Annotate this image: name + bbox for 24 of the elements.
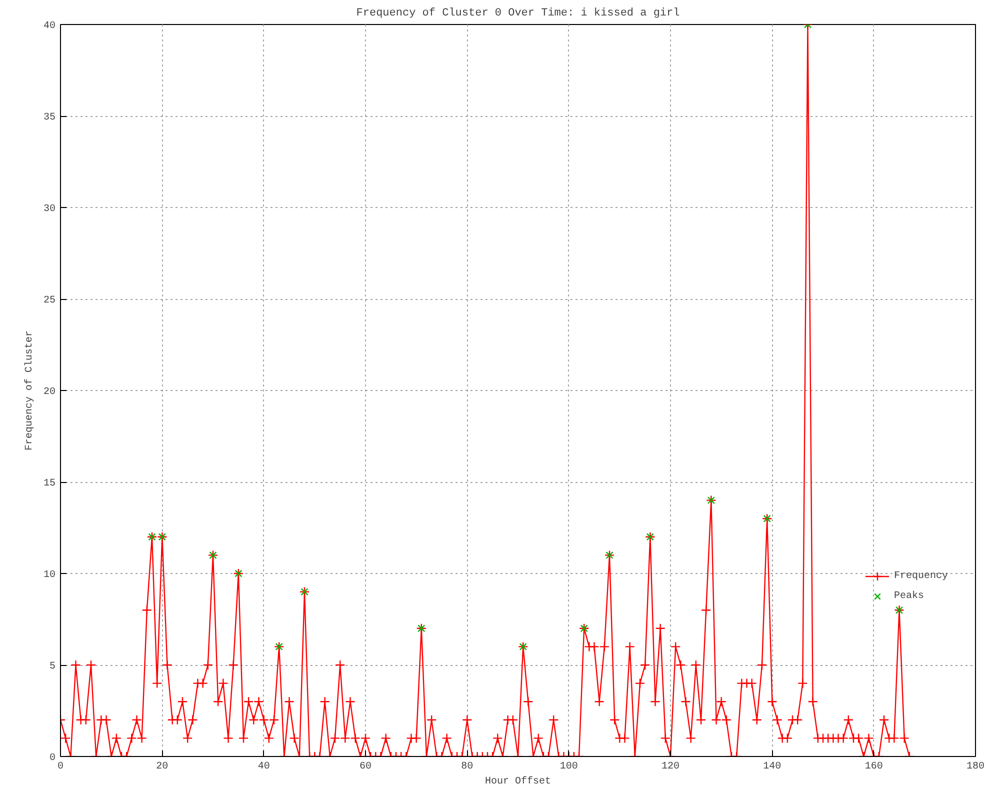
x-axis-title: Hour Offset bbox=[484, 776, 552, 788]
legend-label: Peaks bbox=[894, 590, 924, 602]
y-tick-label: 0 bbox=[50, 753, 56, 764]
y-tick-label: 15 bbox=[44, 478, 56, 490]
x-tick-label: 160 bbox=[864, 762, 883, 772]
x-tick-label: 20 bbox=[156, 762, 168, 772]
chart-title: Frequency of Cluster 0 Over Time: i kissed a girl bbox=[356, 8, 680, 20]
x-tick-label: 140 bbox=[763, 762, 782, 772]
legend-label: Frequency bbox=[894, 570, 948, 582]
y-tick-label: 10 bbox=[44, 570, 56, 581]
x-tick-label: 60 bbox=[360, 762, 372, 772]
x-tick-label: 40 bbox=[258, 762, 270, 772]
y-tick-label: 40 bbox=[44, 21, 56, 32]
y-tick-label: 5 bbox=[50, 662, 56, 672]
y-tick-label: 35 bbox=[44, 112, 56, 124]
x-tick-label: 100 bbox=[560, 762, 578, 772]
x-tick-label: 0 bbox=[58, 762, 64, 772]
x-tick-label: 180 bbox=[966, 762, 985, 772]
y-tick-label: 30 bbox=[44, 204, 56, 215]
y-tick-label: 25 bbox=[44, 296, 56, 306]
x-tick-label: 80 bbox=[461, 762, 474, 772]
x-tick-label: 120 bbox=[662, 762, 680, 772]
y-tick-label: 20 bbox=[44, 387, 56, 398]
y-axis-title: Frequency of Cluster bbox=[24, 330, 36, 451]
